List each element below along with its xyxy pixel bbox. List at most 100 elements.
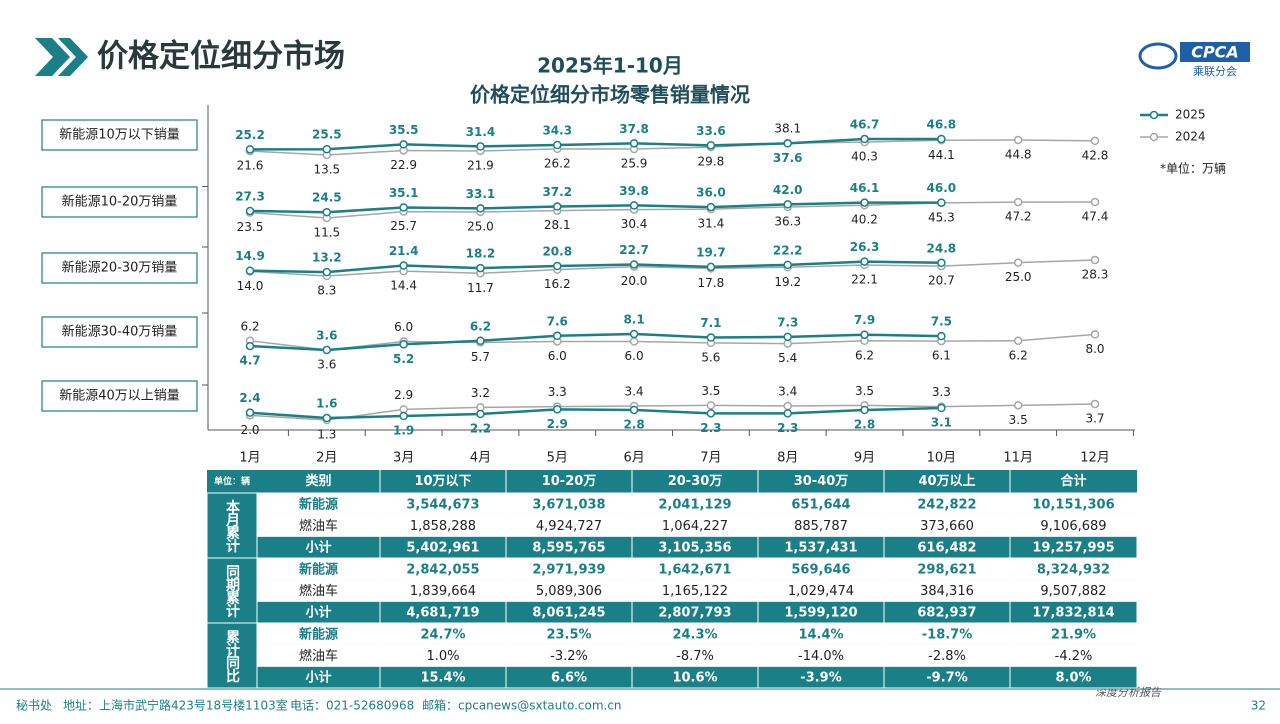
table-cell: 1.0% (426, 649, 459, 664)
value-label: 37.6 (773, 151, 803, 165)
table-cell: 373,660 (920, 519, 974, 534)
data-point (399, 411, 408, 421)
panel-label-box (41, 252, 198, 284)
value-label: 13.2 (312, 251, 342, 265)
table-cell: 24.3% (672, 627, 717, 642)
data-point (937, 403, 946, 413)
value-label: 24.5 (312, 191, 342, 205)
table-cell: -2.8% (928, 649, 966, 664)
table-cell: 3,544,673 (406, 497, 479, 512)
data-point (245, 341, 255, 351)
page-number: 32 (1251, 699, 1266, 713)
value-label: 1.3 (317, 428, 336, 442)
data-point (783, 139, 792, 148)
value-label: 2.8 (854, 418, 875, 432)
value-label: 30.4 (621, 217, 648, 231)
data-point (860, 198, 869, 207)
legend-label: 2024 (1175, 130, 1206, 144)
value-label: 19.2 (774, 275, 801, 289)
value-label: 46.1 (850, 181, 880, 195)
table-cell: 10.6% (672, 671, 717, 686)
value-label: 5.7 (471, 350, 490, 364)
legend-marker (1149, 132, 1159, 142)
data-point (399, 340, 408, 349)
footer-address: 地址：上海市武宁路423号18号楼1103室 (63, 698, 288, 713)
column-header: 30-40万 (794, 474, 849, 489)
table-cell: 1,029,474 (788, 584, 854, 599)
data-point (860, 330, 869, 339)
panel-label: 新能源10万以下销量 (59, 127, 180, 143)
value-label: 2.3 (700, 421, 721, 435)
column-header: 40万以上 (918, 474, 975, 489)
table-cell: 6.6% (551, 671, 587, 686)
data-point (706, 401, 716, 410)
legend-label: 2025 (1175, 108, 1206, 122)
table-cell: 14.4% (798, 627, 843, 642)
data-point (706, 333, 716, 342)
value-label: 28.1 (544, 218, 571, 232)
table-cell: 242,822 (917, 497, 976, 512)
chevron-icon (58, 38, 88, 76)
value-label: 45.3 (928, 210, 955, 224)
table-cell: 9,507,882 (1040, 584, 1106, 599)
value-label: 7.9 (854, 313, 875, 327)
series-line (249, 260, 942, 274)
value-label: 18.2 (466, 247, 496, 261)
data-point (1013, 336, 1023, 346)
data-point (322, 345, 332, 355)
data-point (245, 206, 255, 216)
series-line (249, 332, 942, 352)
value-label: 2.9 (547, 417, 568, 431)
table-cell: 1,642,671 (658, 562, 731, 577)
footer-tag: 深度分析报告 (1095, 686, 1162, 699)
table-cell: 2,971,939 (532, 562, 605, 577)
table-cell: 小计 (305, 605, 331, 621)
x-tick-label: 1月 (239, 451, 260, 466)
group-label: 累计同比 (224, 630, 240, 684)
table-cell: 小计 (305, 670, 331, 686)
x-tick-label: 7月 (700, 451, 721, 466)
x-tick-label: 4月 (470, 451, 491, 466)
value-label: 3.5 (855, 384, 874, 398)
value-label: 21.9 (467, 158, 494, 172)
value-label: 5.4 (778, 351, 797, 365)
value-label: 6.1 (932, 349, 951, 363)
table-cell: 2,041,129 (658, 497, 731, 512)
value-label: 22.1 (851, 272, 878, 286)
table-cell: 5,089,306 (536, 584, 602, 599)
data-point (860, 257, 869, 266)
value-label: 22.9 (390, 158, 417, 172)
table-cell: 2,842,055 (406, 562, 479, 577)
series-line (249, 333, 1096, 351)
column-header: 20-30万 (668, 474, 723, 489)
value-label: 42.0 (773, 183, 803, 197)
chevron-icon (35, 38, 70, 76)
data-point (1013, 197, 1023, 207)
data-point (629, 201, 639, 210)
series-line (249, 139, 1096, 156)
table-unit: 单位：辆 (214, 475, 250, 487)
value-label: 3.3 (548, 385, 567, 399)
value-label: 8.1 (623, 313, 644, 327)
value-label: 3.5 (701, 384, 720, 398)
logo-box (1180, 42, 1250, 62)
table-cell: 10,151,306 (1032, 497, 1114, 512)
table-cell: 1,599,120 (784, 606, 857, 621)
logo-mark (1138, 42, 1178, 70)
data-point (783, 401, 792, 411)
table-cell: 17,832,814 (1032, 606, 1114, 621)
panel-label: 新能源40万以上销量 (59, 388, 180, 404)
value-label: 2.8 (623, 418, 644, 432)
table-cell: 8.0% (1055, 671, 1091, 686)
value-label: 37.8 (619, 122, 649, 136)
table-cell: 616,482 (917, 541, 976, 556)
table-cell: 1,537,431 (784, 541, 857, 556)
value-label: 2.2 (470, 422, 491, 436)
panel-label-box (41, 186, 198, 218)
data-point (706, 202, 716, 212)
value-label: 42.8 (1082, 148, 1109, 162)
value-label: 46.0 (927, 181, 957, 195)
value-label: 27.3 (235, 189, 265, 203)
value-label: 25.7 (390, 219, 417, 233)
data-point (783, 200, 792, 209)
